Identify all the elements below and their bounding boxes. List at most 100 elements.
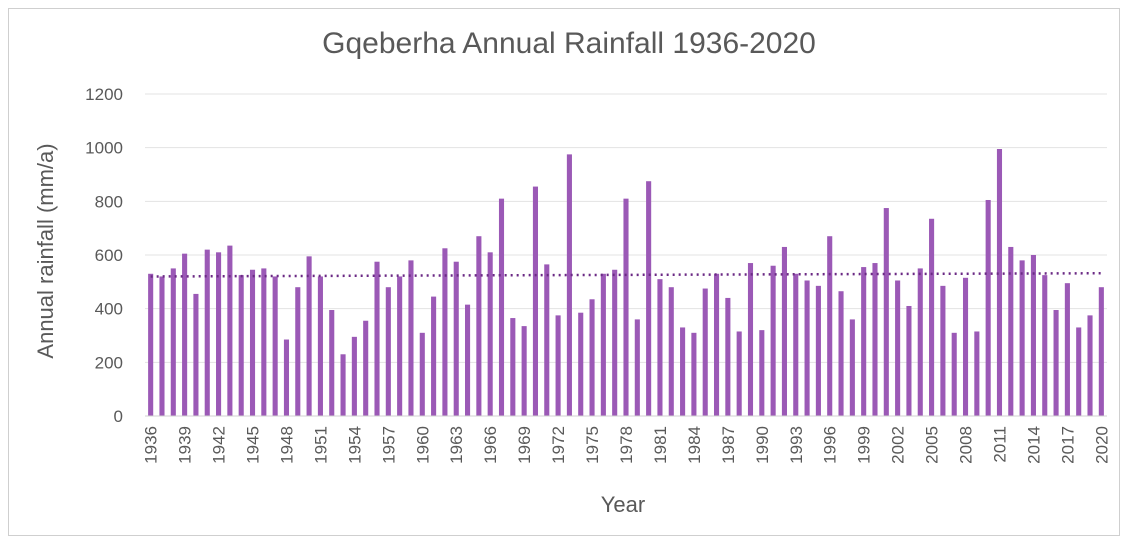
bar-2001 [883,208,889,416]
x-tick-1948: 1948 [277,426,296,464]
bar-2012 [1008,246,1014,416]
bar-2011 [996,149,1003,416]
bar-2009 [974,331,980,416]
y-tick-800: 800 [95,192,123,211]
bar-1980 [646,181,652,416]
bar-1961 [431,296,437,416]
bar-1941 [204,249,210,416]
bar-2004 [917,268,923,416]
bar-1974 [578,312,584,416]
x-tick-1963: 1963 [447,426,466,464]
x-tick-labels: 1936 1939 1942 1945 1948 1951 1954 1957 1960 1963… [142,426,1112,464]
bar-1959 [408,260,414,416]
bar-2013 [1019,260,1025,416]
bar-2014 [1030,255,1036,416]
bar-1936 [148,273,154,416]
bar-1991 [770,265,776,416]
bar-1949 [295,287,301,416]
bar-1986 [713,273,720,416]
bar-1968 [510,318,516,416]
x-tick-1939: 1939 [176,426,195,464]
bar-1987 [725,297,731,416]
x-tick-1942: 1942 [210,426,229,464]
bar-1952 [329,310,335,416]
bar-1985 [702,288,708,416]
bar-1994 [804,280,810,416]
y-tick-600: 600 [95,246,123,265]
bar-1960 [419,332,425,416]
bar-2007 [951,332,957,416]
bar-2016 [1053,310,1059,416]
bar-1956 [374,261,380,416]
bar-1973 [566,154,572,416]
bar-2018 [1076,327,1082,416]
bar-1984 [691,332,697,416]
bar-1967 [498,198,505,416]
bar-1957 [385,287,391,416]
x-tick-1969: 1969 [515,426,534,464]
trend-line [150,271,1102,278]
bar-1972 [555,315,561,416]
bar-2008 [962,277,969,416]
bar-1990 [759,330,765,416]
y-axis-label: Annual rainfall (mm/a) [33,143,58,358]
x-tick-1960: 1960 [413,426,432,464]
bar-1963 [453,261,459,416]
bar-1958 [397,276,403,416]
bar-1983 [680,327,686,416]
bar-1977 [612,269,618,416]
bar-2003 [906,305,912,416]
bar-1995 [815,285,821,416]
bar-1948 [283,339,290,416]
bar-2002 [895,280,901,416]
x-tick-1978: 1978 [617,426,636,464]
x-tick-1936: 1936 [142,426,161,464]
bars [148,149,1104,416]
x-tick-2002: 2002 [889,426,908,464]
bar-1954 [351,336,357,416]
y-tick-1000: 1000 [85,139,123,158]
bar-1938 [170,268,176,416]
x-tick-2020: 2020 [1092,426,1111,464]
bar-1979 [634,319,640,416]
bar-1944 [238,275,244,416]
bar-1965 [476,236,482,416]
bar-1989 [747,263,754,416]
bar-2010 [985,199,991,416]
y-tick-0: 0 [114,407,123,426]
bar-1937 [159,276,165,416]
y-tick-labels: 0 200 400 600 800 1000 1200 [85,85,123,426]
bar-1942 [216,252,222,416]
bar-1998 [849,319,855,416]
x-tick-2014: 2014 [1024,426,1043,464]
x-tick-1981: 1981 [651,426,670,464]
bar-1988 [736,331,742,416]
bar-1951 [317,276,323,416]
bar-1970 [532,186,539,416]
bar-1999 [861,267,867,416]
bar-1946 [261,268,267,416]
bar-1976 [600,273,606,416]
bar-1966 [487,252,493,416]
bar-1997 [838,291,844,416]
bar-2015 [1042,275,1048,416]
x-tick-2011: 2011 [990,426,1009,463]
y-tick-200: 200 [95,353,123,372]
bar-1981 [657,279,663,416]
x-tick-1966: 1966 [481,426,500,464]
bar-1978 [623,198,629,416]
bar-1975 [589,299,595,416]
bar-1940 [193,293,199,416]
bar-1992 [781,246,787,416]
bar-2017 [1064,283,1070,416]
bar-1945 [249,269,256,416]
bar-2019 [1087,315,1093,416]
x-tick-1972: 1972 [549,426,568,464]
x-tick-1990: 1990 [753,426,772,464]
bar-1971 [544,264,550,416]
bar-1996 [827,236,833,416]
bar-1969 [521,326,527,416]
x-tick-1984: 1984 [685,426,704,464]
y-tick-400: 400 [95,300,123,319]
x-tick-1993: 1993 [787,426,806,464]
